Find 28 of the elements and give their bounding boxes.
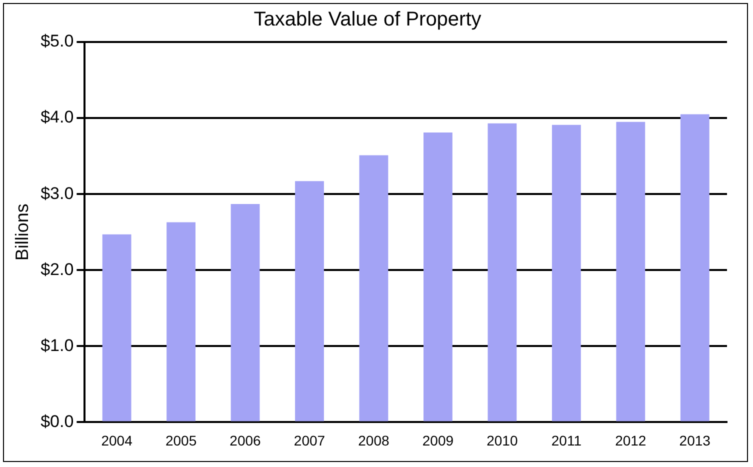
x-tick-label: 2011 [551,432,582,448]
bar [102,234,132,422]
y-tick-label: $5.0 [40,32,74,51]
bar [359,155,388,422]
x-tick-label: 2010 [486,432,518,448]
x-tick-label: 2012 [615,432,646,448]
bar [166,222,196,422]
bar [616,122,646,422]
x-tick-label: 2006 [230,432,262,448]
y-tick-label: $2.0 [40,260,74,279]
y-tick-label: $0.0 [40,412,74,431]
y-tick-label: $3.0 [40,184,74,203]
x-tick-label: 2004 [101,432,133,448]
x-tick-label: 2005 [165,432,197,448]
x-tick-label: 2009 [422,432,454,448]
chart-title: Taxable Value of Property [254,8,482,31]
bar [488,123,517,422]
x-tick-label: 2007 [294,432,326,448]
bar [552,124,581,422]
y-tick-label: $4.0 [40,108,74,127]
y-axis-title: Billions [12,204,32,261]
x-tick-label: 2013 [679,432,711,448]
x-tick-label: 2008 [358,432,390,448]
bar [680,114,710,422]
bar [295,181,324,422]
bar [424,132,452,422]
bar [230,204,260,422]
y-tick-label: $1.0 [40,336,74,355]
